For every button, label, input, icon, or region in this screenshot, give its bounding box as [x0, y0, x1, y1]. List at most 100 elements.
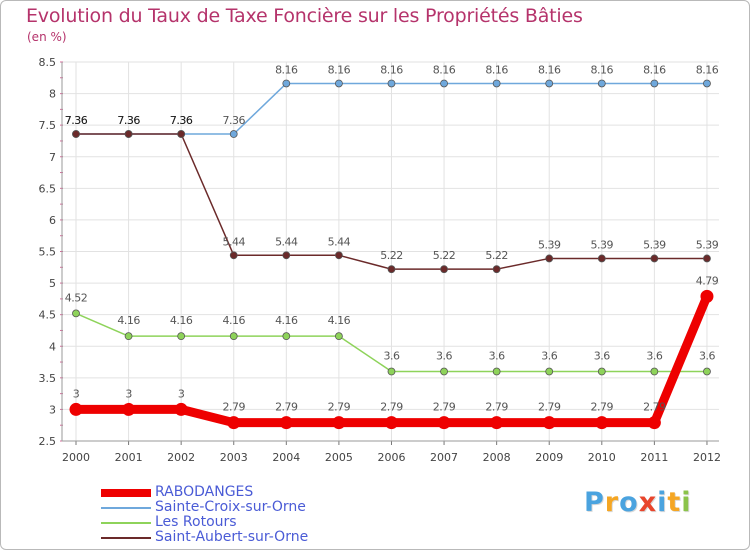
- series-point-1: [650, 79, 659, 88]
- data-label: 5.44: [275, 235, 298, 248]
- x-tick-label: 2008: [483, 451, 511, 464]
- series-point-1: [545, 79, 554, 88]
- series-point-2: [597, 367, 606, 376]
- series-point-0: [647, 416, 661, 430]
- legend-swatch: [101, 507, 151, 509]
- x-tick-label: 2011: [640, 451, 668, 464]
- data-label: 7.36: [65, 114, 88, 127]
- data-label: 3: [73, 387, 80, 400]
- y-tick-label: 6: [49, 214, 56, 227]
- series-point-1: [703, 79, 711, 88]
- data-label: 3.6: [646, 350, 662, 363]
- legend-swatch: [101, 537, 151, 539]
- data-label: 2.79: [328, 401, 351, 414]
- data-label: 3.6: [383, 350, 399, 363]
- x-tick-label: 2000: [62, 451, 90, 464]
- data-label: 5.22: [433, 249, 456, 262]
- data-label: 5.44: [328, 235, 351, 248]
- series-point-3: [492, 265, 501, 274]
- data-label: 7.36: [222, 114, 245, 127]
- series-point-3: [440, 265, 448, 274]
- series-point-3: [703, 254, 711, 263]
- data-label: 4.79: [696, 274, 719, 287]
- data-label: 2.79: [433, 401, 456, 414]
- legend-label: Saint-Aubert-sur-Orne: [155, 529, 309, 545]
- data-label: 3.6: [489, 350, 505, 363]
- data-label: 5.39: [643, 238, 666, 251]
- data-label: 4.16: [222, 314, 245, 327]
- series-point-1: [440, 79, 448, 88]
- data-label: 8.16: [696, 63, 719, 76]
- x-tick-label: 2002: [167, 451, 195, 464]
- data-label: 3: [178, 387, 185, 400]
- series-point-2: [650, 367, 659, 376]
- data-label: 8.16: [275, 63, 298, 76]
- series-point-0: [437, 416, 451, 430]
- y-tick-label: 5: [49, 277, 56, 290]
- series-point-3: [545, 254, 554, 263]
- series-point-2: [387, 367, 396, 376]
- data-label: 4.16: [275, 314, 298, 327]
- series-point-3: [387, 265, 396, 274]
- series-point-2: [177, 332, 186, 341]
- series-point-3: [597, 254, 606, 263]
- series-point-1: [387, 79, 396, 88]
- legend-label: Les Rotours: [155, 514, 237, 530]
- data-label: 4.16: [328, 314, 351, 327]
- series-point-1: [334, 79, 343, 88]
- x-tick-label: 2005: [325, 451, 353, 464]
- y-tick-label: 2.5: [39, 435, 57, 448]
- x-tick-label: 2001: [115, 451, 143, 464]
- series-point-0: [490, 416, 504, 430]
- x-tick-label: 2006: [377, 451, 405, 464]
- series-point-0: [279, 416, 293, 430]
- series-point-0: [174, 402, 188, 416]
- series-point-2: [229, 332, 238, 341]
- data-label: 8.16: [643, 63, 666, 76]
- data-label: 4.16: [117, 314, 140, 327]
- series-point-0: [595, 416, 609, 430]
- series-point-3: [177, 130, 186, 138]
- legend-label: RABODANGES: [155, 484, 254, 500]
- series-point-2: [334, 332, 343, 341]
- series-point-1: [282, 79, 291, 88]
- y-tick-label: 6.5: [39, 182, 57, 195]
- series-point-0: [69, 402, 83, 416]
- x-tick-label: 2009: [535, 451, 563, 464]
- series-point-3: [229, 251, 238, 260]
- data-label: 7.36: [117, 114, 140, 127]
- data-label: 7.36: [65, 114, 88, 127]
- series-point-2: [282, 332, 291, 341]
- y-tick-label: 4.5: [39, 309, 57, 322]
- data-label: 2.79: [275, 401, 298, 414]
- series-point-1: [597, 79, 606, 88]
- series-point-0: [384, 416, 398, 430]
- data-label: 8.16: [433, 63, 456, 76]
- data-label: 7.36: [117, 114, 140, 127]
- data-label: 3.6: [541, 350, 557, 363]
- data-label: 7.36: [170, 114, 193, 127]
- data-label: 3.6: [436, 350, 452, 363]
- series-point-0: [700, 289, 714, 303]
- x-tick-label: 2010: [588, 451, 616, 464]
- series-point-2: [72, 309, 80, 318]
- data-label: 7.36: [170, 114, 193, 127]
- data-label: 3: [125, 387, 132, 400]
- series-point-3: [650, 254, 659, 263]
- data-label: 4.52: [65, 291, 88, 304]
- data-label: 4.16: [170, 314, 193, 327]
- series-point-2: [703, 367, 711, 376]
- y-tick-label: 8.5: [39, 56, 57, 69]
- data-label: 3.6: [699, 350, 715, 363]
- y-tick-label: 7: [49, 151, 56, 164]
- chart-title: Evolution du Taux de Taxe Foncière sur l…: [26, 5, 583, 27]
- data-label: 5.39: [696, 238, 719, 251]
- series-point-2: [545, 367, 554, 376]
- y-tick-label: 3.5: [39, 372, 57, 385]
- legend-swatch: [101, 489, 151, 497]
- data-label: 8.16: [380, 63, 403, 76]
- data-label: 2.79: [222, 401, 245, 414]
- series-point-2: [440, 367, 448, 376]
